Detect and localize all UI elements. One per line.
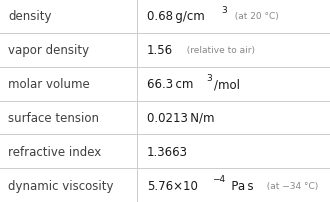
Text: molar volume: molar volume (8, 78, 90, 91)
Text: 5.76×10: 5.76×10 (147, 179, 198, 192)
Text: (relative to air): (relative to air) (181, 46, 254, 55)
Text: (at −34 °C): (at −34 °C) (261, 181, 318, 190)
Text: 1.56: 1.56 (147, 44, 173, 57)
Text: Pa s: Pa s (229, 179, 254, 192)
Text: 66.3 cm: 66.3 cm (147, 78, 193, 91)
Text: 1.3663: 1.3663 (147, 145, 188, 158)
Text: refractive index: refractive index (8, 145, 102, 158)
Text: (at 20 °C): (at 20 °C) (229, 12, 279, 21)
Text: dynamic viscosity: dynamic viscosity (8, 179, 114, 192)
Text: density: density (8, 10, 52, 23)
Text: /mol: /mol (214, 78, 240, 91)
Text: vapor density: vapor density (8, 44, 89, 57)
Text: 0.68 g/cm: 0.68 g/cm (147, 10, 205, 23)
Text: 3: 3 (221, 6, 227, 15)
Text: −4: −4 (213, 174, 226, 183)
Text: 0.0213 N/m: 0.0213 N/m (147, 111, 214, 124)
Text: surface tension: surface tension (8, 111, 99, 124)
Text: 3: 3 (207, 73, 213, 82)
